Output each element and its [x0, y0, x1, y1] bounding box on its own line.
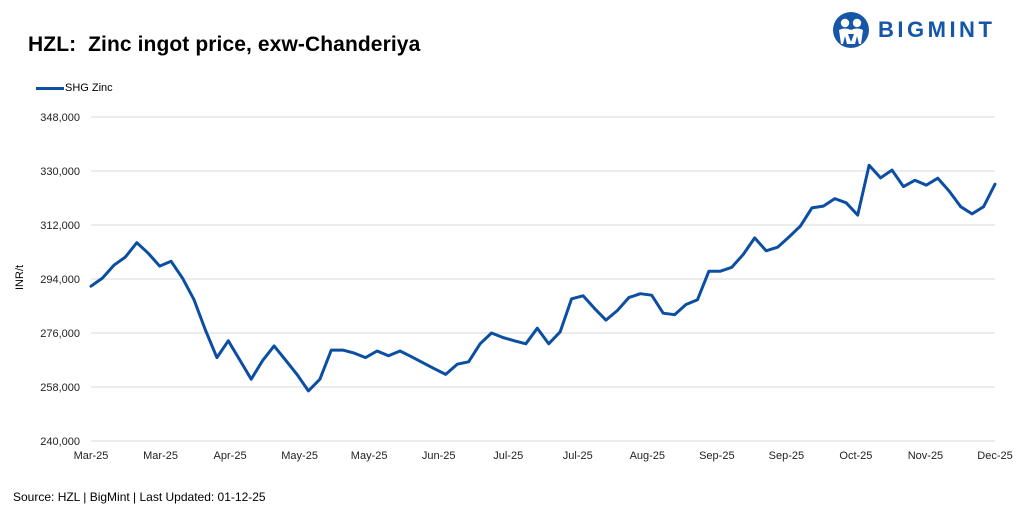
x-tick-label: Jun-25: [422, 450, 456, 462]
chart-legend: SHG Zinc: [36, 82, 113, 94]
y-tick-label: 330,000: [40, 166, 80, 178]
series-line-shg-zinc: [89, 163, 997, 393]
x-tick-label: Oct-25: [839, 450, 872, 462]
y-tick-label: 294,000: [40, 274, 80, 286]
x-tick-label: Jul-25: [493, 450, 523, 462]
source-note: Source: HZL | BigMint | Last Updated: 01…: [13, 490, 266, 504]
x-tick-label: Sep-25: [769, 450, 804, 462]
bigmint-logo: BIGMINT: [833, 10, 995, 50]
logo-text: BIGMINT: [878, 17, 996, 42]
legend-label: SHG Zinc: [65, 82, 113, 94]
x-tick-label: Aug-25: [630, 450, 665, 462]
y-tick-label: 348,000: [40, 112, 80, 124]
x-tick-label: Sep-25: [699, 450, 734, 462]
people-logo-icon: [833, 12, 869, 48]
x-tick-label: Nov-25: [908, 450, 943, 462]
x-tick-label: Mar-25: [143, 450, 178, 462]
y-tick-label: 312,000: [40, 220, 80, 232]
x-tick-label: Dec-25: [977, 450, 1012, 462]
y-tick-label: 276,000: [40, 328, 80, 340]
x-tick-label: Jul-25: [563, 450, 593, 462]
y-tick-label: 240,000: [40, 436, 80, 448]
x-tick-label: Apr-25: [214, 450, 247, 462]
legend-line-swatch: [36, 86, 64, 90]
x-tick-label: Mar-25: [74, 450, 109, 462]
x-tick-label: May-25: [281, 450, 318, 462]
x-tick-label: May-25: [351, 450, 388, 462]
chart-title: HZL: Zinc ingot price, exw-Chanderiya: [28, 33, 421, 56]
y-tick-label: 258,000: [40, 382, 80, 394]
